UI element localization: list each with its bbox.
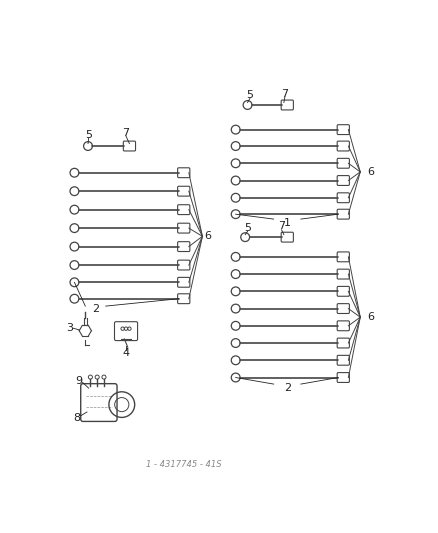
Text: 2: 2 — [92, 304, 99, 314]
Text: 7: 7 — [278, 222, 285, 231]
Text: 5: 5 — [85, 130, 92, 140]
Text: 8: 8 — [73, 413, 81, 423]
Text: 7: 7 — [281, 88, 289, 99]
Text: 1 - 4317745 - 41S: 1 - 4317745 - 41S — [146, 459, 222, 469]
Text: 7: 7 — [123, 128, 130, 138]
Text: 6: 6 — [367, 312, 374, 322]
Text: 6: 6 — [204, 231, 211, 241]
Text: 1: 1 — [284, 218, 291, 228]
Text: 9: 9 — [76, 376, 83, 386]
Text: 5: 5 — [247, 90, 254, 100]
Text: 2: 2 — [284, 383, 291, 393]
Text: 6: 6 — [367, 167, 374, 177]
Text: 5: 5 — [244, 223, 251, 233]
Text: 4: 4 — [123, 348, 130, 358]
Text: 3: 3 — [67, 323, 74, 333]
